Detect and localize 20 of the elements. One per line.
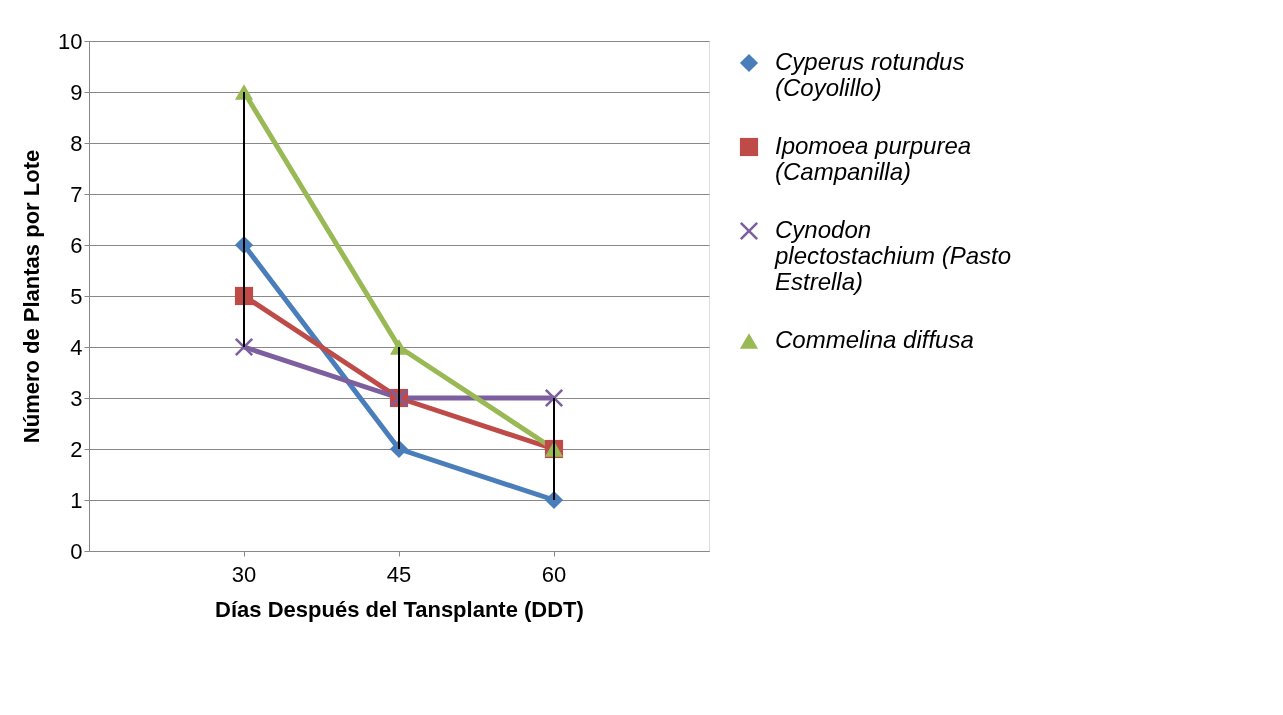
x-tick-label: 60: [541, 561, 567, 587]
legend-label: Ipomoea purpurea (Campanilla): [775, 132, 972, 185]
legend-label: Commelina diffusa: [775, 326, 974, 353]
y-axis-title: Número de Plantas por Lote: [19, 149, 45, 444]
y-tick-label: 9: [70, 79, 83, 105]
x-axis-title: Días Después del Tansplante (DDT): [215, 596, 584, 622]
y-tick-label: 6: [70, 232, 83, 258]
y-tick-label: 3: [70, 385, 83, 411]
x-tick-label: 45: [386, 561, 412, 587]
legend-label: Cynodon plectostachium (Pasto Estrella): [774, 216, 1012, 295]
y-tick-label: 1: [70, 487, 83, 513]
y-tick-label: 5: [70, 283, 83, 309]
y-tick-label: 10: [58, 28, 83, 54]
y-tick-label: 4: [70, 334, 83, 360]
x-tick-label: 30: [231, 561, 257, 587]
y-tick-label: 2: [70, 436, 83, 462]
y-tick-label: 0: [70, 538, 83, 564]
y-tick-label: 7: [70, 181, 83, 207]
y-tick-label: 8: [70, 130, 83, 156]
legend-label: Cyperus rotundus (Coyolillo): [775, 48, 965, 101]
